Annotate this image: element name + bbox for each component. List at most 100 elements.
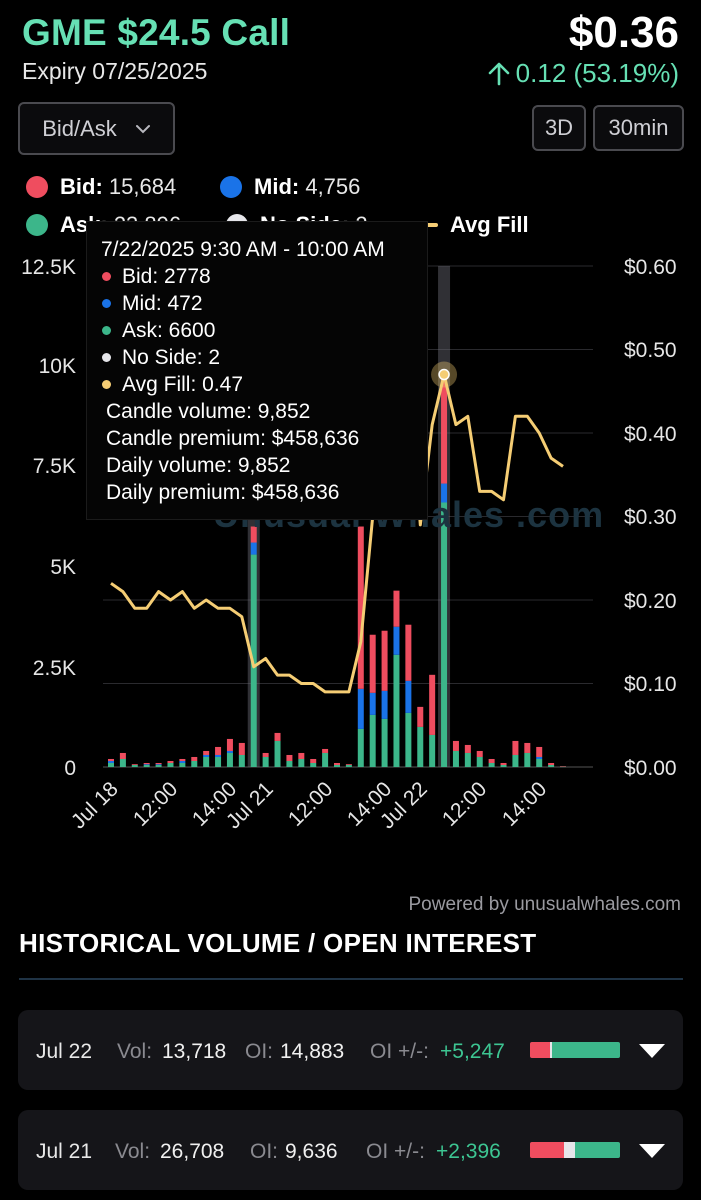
bar-bid-segment [131, 764, 138, 765]
bar-bid-segment [262, 752, 269, 757]
y-tick-left: 5K [50, 556, 76, 579]
bar-ask-segment [369, 714, 376, 767]
y-tick-right: $0.60 [624, 256, 677, 279]
bar-ask-segment [167, 762, 174, 767]
history-oi: 9,636 [285, 1140, 338, 1163]
history-vol-label: Vol: [117, 1040, 153, 1063]
tooltip-mid: Mid: 472 [101, 290, 413, 317]
bar-bid-segment [286, 754, 293, 761]
expand-down-icon[interactable] [638, 1143, 666, 1159]
tooltip-candle-volume: Candle volume: 9,852 [106, 400, 311, 423]
noside-dot-icon [102, 353, 111, 362]
hover-point [438, 368, 450, 381]
history-vol-label: Vol: [115, 1140, 151, 1163]
expand-down-icon[interactable] [638, 1043, 666, 1059]
noside-segment [564, 1142, 575, 1158]
bar-ask-segment [524, 752, 531, 767]
chevron-down-icon [135, 124, 150, 133]
history-side-bar [530, 1142, 620, 1158]
tooltip-noside: No Side: 2 [101, 344, 413, 371]
bar-mid-segment [215, 754, 222, 757]
bar-bid-segment [524, 742, 531, 753]
bar-mid-segment [226, 750, 233, 753]
bar-bid-segment [393, 590, 400, 627]
history-oi: 14,883 [280, 1040, 345, 1063]
bar-mid-segment [393, 626, 400, 655]
bar-ask-segment [548, 764, 555, 767]
bar-ask-segment [452, 750, 459, 767]
ask-segment [574, 1142, 620, 1158]
bar-ask-segment [334, 764, 340, 767]
bar-bid-segment [560, 766, 566, 767]
side-type-dropdown[interactable]: Bid/Ask [18, 102, 175, 155]
legend-bid[interactable]: Bid: 15,684 [26, 174, 176, 200]
history-vol: 26,708 [160, 1140, 225, 1163]
legend-avgfill[interactable]: Avg Fill [426, 212, 529, 238]
bar-ask-segment [131, 764, 138, 767]
bar-bid-segment [215, 746, 222, 755]
bar-ask-segment [143, 764, 150, 767]
bar-mid-segment [179, 760, 186, 763]
bar-bid-segment [405, 624, 412, 681]
y-tick-right: $0.00 [624, 757, 677, 780]
bar-bid-segment [322, 748, 329, 753]
bar-bid-segment [143, 762, 150, 765]
history-oi-delta: +5,247 [440, 1040, 505, 1063]
bar-bid-segment [191, 756, 198, 761]
price-change-value: 0.12 (53.19%) [515, 58, 679, 88]
bar-ask-segment [345, 764, 352, 767]
bar-ask-segment [322, 752, 329, 767]
tooltip-bid: Bid: 2778 [101, 263, 413, 290]
bar-bid-segment [536, 746, 543, 757]
up-arrow-icon [488, 62, 509, 85]
bar-bid-segment [203, 750, 210, 755]
avgfill-dot-icon [102, 380, 111, 389]
bar-ask-segment [108, 762, 114, 767]
legend-bid-label: Bid: [60, 174, 103, 199]
toggle-3d-button[interactable]: 3D [532, 105, 586, 151]
y-tick-left: 7.5K [32, 455, 76, 478]
price-change: 0.12 (53.19%) [488, 58, 679, 89]
tooltip-ask-text: Ask: 6600 [122, 319, 216, 342]
history-row-jul21[interactable]: Jul 21 Vol: 26,708 OI: 9,636 OI +/-: +2,… [18, 1110, 683, 1190]
bar-ask-segment [274, 740, 281, 767]
bar-ask-segment [226, 752, 233, 767]
bar-mid-segment [405, 680, 412, 713]
noside-segment [549, 1042, 553, 1058]
bar-ask-segment [536, 758, 543, 767]
bar-ask-segment [119, 758, 126, 767]
tooltip-noside-text: No Side: 2 [122, 346, 221, 369]
tooltip-bid-text: Bid: 2778 [122, 265, 211, 288]
y-tick-left: 12.5K [21, 256, 76, 279]
y-tick-right: $0.40 [624, 423, 677, 446]
legend-bid-value: 15,684 [108, 174, 177, 199]
bar-ask-segment [512, 754, 519, 767]
bar-bid-segment [500, 762, 507, 765]
bar-bid-segment [155, 762, 162, 765]
bar-ask-segment [262, 756, 269, 767]
bar-mid-segment [143, 764, 150, 765]
history-date: Jul 22 [36, 1040, 93, 1063]
bar-ask-segment [310, 762, 317, 767]
bar-ask-segment [405, 712, 412, 767]
bid-dot-icon [102, 272, 111, 281]
interval-button[interactable]: 30min [593, 105, 684, 151]
bar-bid-segment [369, 634, 376, 693]
bar-mid-segment [369, 692, 376, 715]
bar-bid-segment [226, 738, 233, 751]
bar-ask-segment [500, 764, 507, 767]
y-tick-left: 2.5K [32, 657, 76, 680]
expiry-date: Expiry 07/25/2025 [22, 58, 208, 84]
bar-bid-segment [179, 758, 186, 761]
legend-mid-value: 4,756 [305, 174, 361, 199]
bar-ask-segment [476, 756, 483, 767]
history-oi-delta: +2,396 [436, 1140, 501, 1163]
history-row-jul22[interactable]: Jul 22 Vol: 13,718 OI: 14,883 OI +/-: +5… [18, 1010, 683, 1090]
history-date: Jul 21 [36, 1140, 93, 1163]
legend-mid[interactable]: Mid: 4,756 [220, 174, 360, 200]
bar-mid-segment [357, 688, 364, 729]
chart-tooltip: 7/22/2025 9:30 AM - 10:00 AM Bid: 2778 M… [86, 221, 428, 520]
bar-ask-segment [286, 760, 293, 767]
tooltip-daily-volume: Daily volume: 9,852 [106, 454, 291, 477]
bar-ask-segment [441, 502, 448, 767]
